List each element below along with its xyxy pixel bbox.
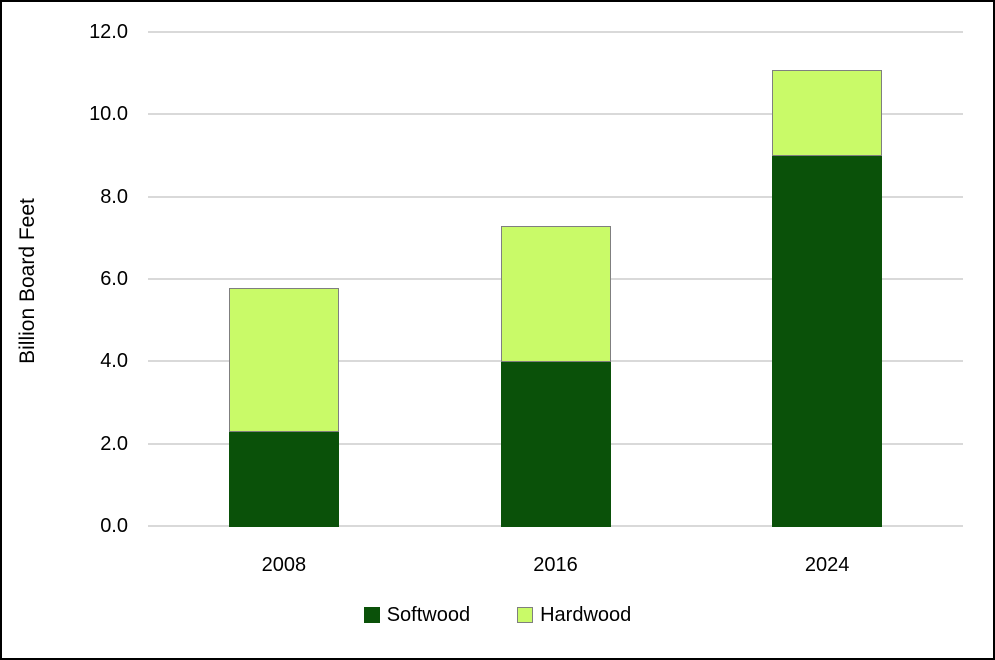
y-axis-tick-label-8.0: 8.0 (100, 185, 128, 208)
x-axis-label-2016: 2016 (533, 554, 578, 576)
bar-segment-hardwood-2016[interactable] (500, 226, 611, 363)
y-axis-tick-label-10.0: 10.0 (89, 103, 128, 126)
y-axis-tick-label-0.0: 0.0 (100, 515, 128, 537)
bar-segment-hardwood-2008[interactable] (228, 288, 339, 433)
bar-segment-softwood-2016[interactable] (500, 362, 611, 527)
legend-swatch-hardwood-icon (517, 607, 534, 623)
y-axis-tick-label-12.0: 12.0 (89, 21, 128, 43)
y-axis-tick-label-6.0: 6.0 (100, 268, 128, 290)
gridline-10.0 (148, 113, 963, 116)
legend-item-softwood[interactable]: Softwood (363, 603, 471, 627)
x-axis-label-2024: 2024 (804, 554, 850, 576)
bar-group-2016 (500, 226, 611, 527)
legend-item-hardwood[interactable]: Hardwood (517, 603, 631, 627)
bar-group-2024 (772, 70, 883, 527)
bar-segment-hardwood-2024[interactable] (772, 70, 883, 157)
y-axis-tick-label-4.0: 4.0 (100, 350, 128, 373)
bar-group-2008 (228, 288, 339, 527)
gridline-8.0 (148, 195, 963, 198)
bar-segment-softwood-2024[interactable] (772, 156, 883, 527)
gridline-12.0 (148, 31, 963, 33)
y-axis-tick-label-2.0: 2.0 (100, 432, 128, 455)
legend-label-softwood: Softwood (386, 604, 471, 626)
x-axis-label-2008: 2008 (261, 554, 307, 576)
legend-swatch-softwood-icon (363, 607, 380, 623)
legend-label-hardwood: Hardwood (540, 604, 632, 626)
bar-segment-softwood-2008[interactable] (228, 432, 339, 527)
legend: Softwood Hardwood (2, 603, 993, 627)
